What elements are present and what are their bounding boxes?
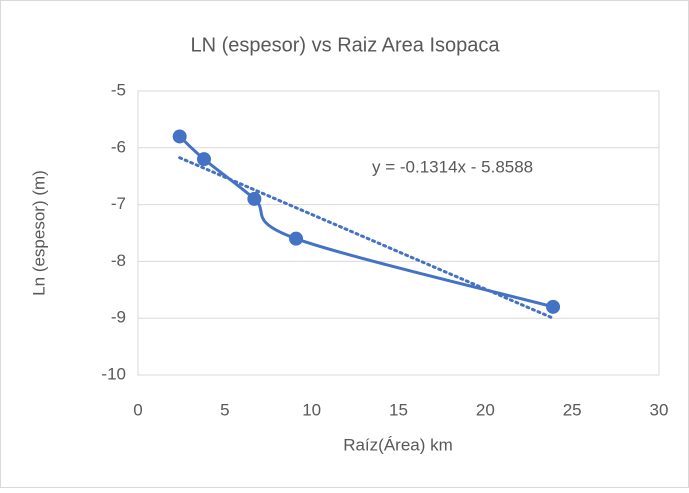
y-tick-label: -10	[101, 364, 126, 383]
x-tick-label: 5	[220, 400, 229, 419]
plot-border	[137, 90, 660, 376]
point	[247, 191, 262, 206]
chart-title: LN (espesor) vs Raiz Area Isopaca	[190, 34, 500, 56]
y-tick-label: -7	[111, 194, 126, 213]
x-tick-label: 10	[302, 400, 321, 419]
y-axis-label: Ln (espesor) (m)	[29, 170, 48, 296]
y-tick-label: -8	[111, 251, 126, 270]
x-tick-label: 30	[650, 400, 669, 419]
y-tick-label: -9	[111, 308, 126, 327]
y-tick-label: -6	[111, 137, 126, 156]
point	[546, 299, 561, 314]
point	[196, 152, 211, 167]
y-tick-label: -5	[111, 80, 126, 99]
point	[172, 129, 187, 144]
x-tick-label: 20	[476, 400, 495, 419]
x-tick-label: 0	[133, 400, 142, 419]
point	[289, 231, 304, 246]
x-tick-label: 15	[389, 400, 408, 419]
trendline-label: y = -0.1314x - 5.8588	[372, 157, 533, 176]
x-axis-label: Raíz(Área) km	[343, 435, 453, 454]
x-tick-label: 25	[563, 400, 582, 419]
